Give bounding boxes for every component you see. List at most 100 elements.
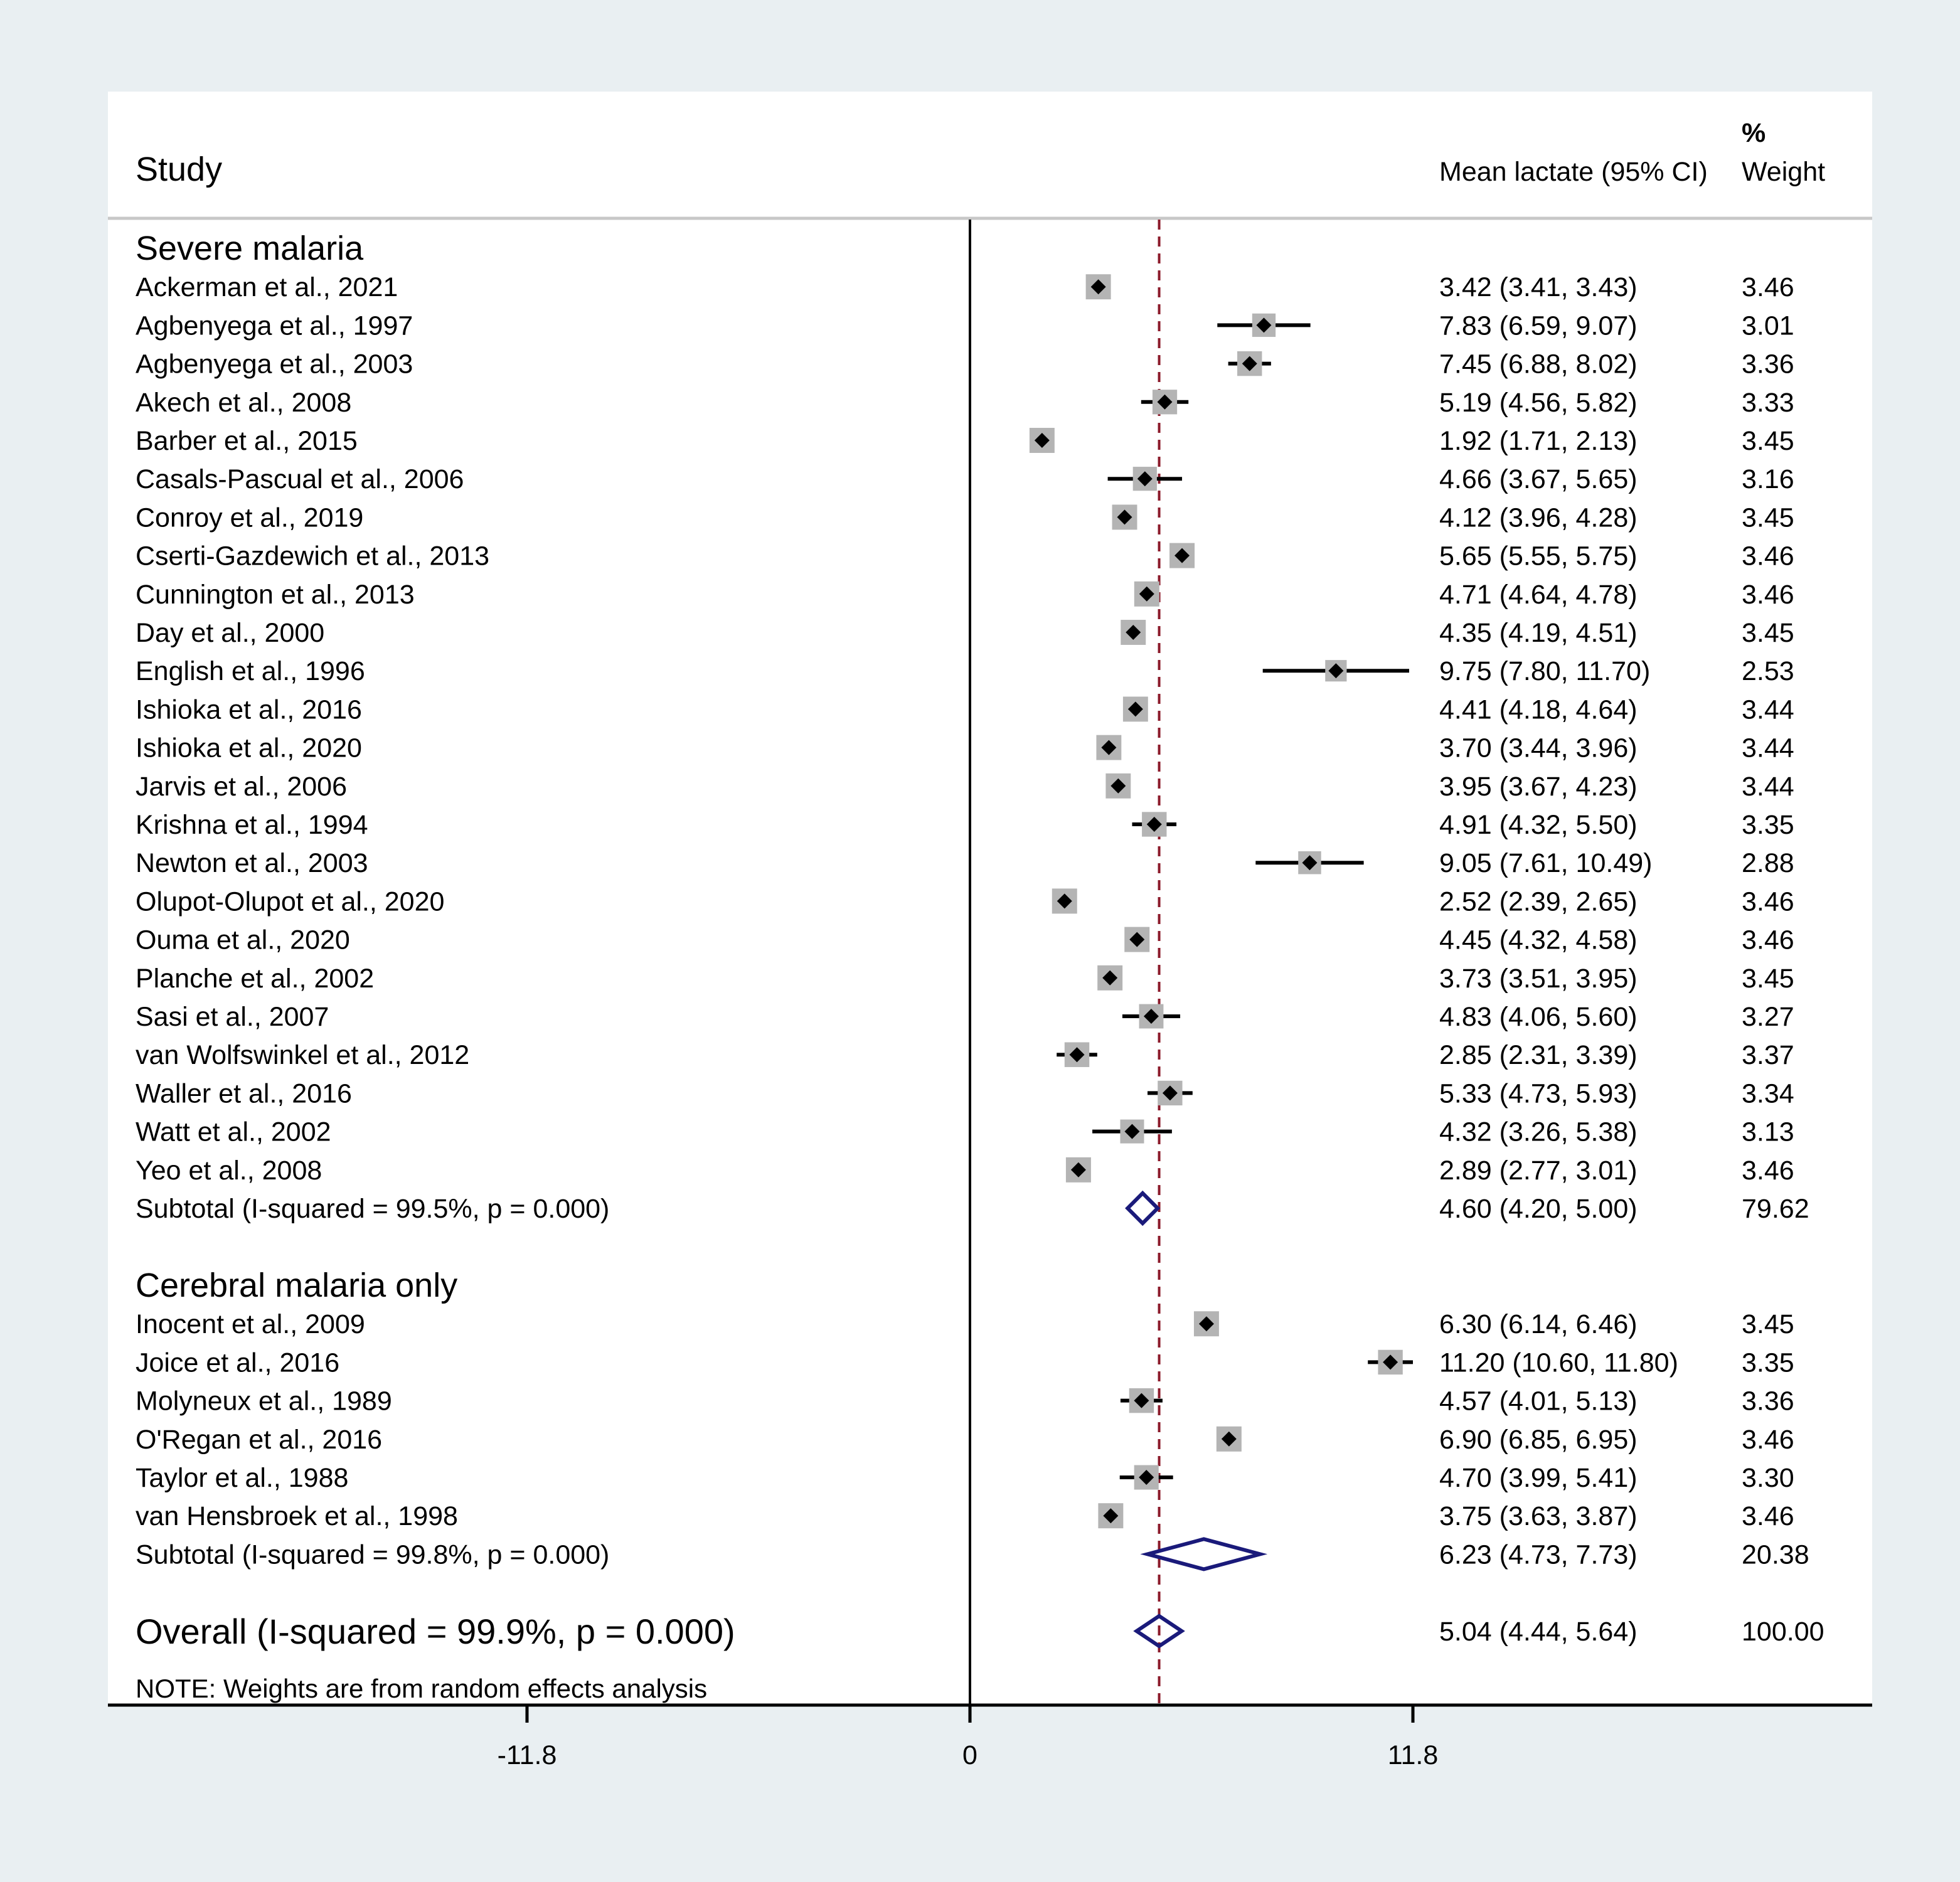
study-weight: 3.45	[1742, 964, 1794, 994]
point-estimate	[1127, 701, 1143, 717]
point-estimate	[1126, 625, 1141, 640]
x-axis-tick-label: 11.8	[1388, 1740, 1439, 1770]
study-label: Agbenyega et al., 2003	[136, 349, 413, 380]
study-weight: 3.35	[1742, 1348, 1794, 1378]
study-ci: 3.95 (3.67, 4.23)	[1439, 772, 1638, 802]
study-ci: 3.70 (3.44, 3.96)	[1439, 733, 1638, 763]
study-ci: 9.05 (7.61, 10.49)	[1439, 848, 1652, 878]
study-label: Ishioka et al., 2016	[136, 694, 362, 725]
point-estimate	[1256, 317, 1272, 333]
study-weight: 3.33	[1742, 388, 1794, 418]
study-ci: 11.20 (10.60, 11.80)	[1439, 1348, 1678, 1378]
point-estimate	[1117, 509, 1132, 525]
point-estimate	[1110, 778, 1126, 794]
study-ci: 7.83 (6.59, 9.07)	[1439, 311, 1638, 341]
group-heading: Cerebral malaria only	[136, 1267, 457, 1304]
study-weight: 3.45	[1742, 426, 1794, 456]
study-label: van Wolfswinkel et al., 2012	[136, 1040, 469, 1070]
x-axis-tick-label: 0	[962, 1740, 977, 1770]
point-estimate	[1090, 279, 1106, 295]
study-weight: 3.46	[1742, 886, 1794, 917]
study-label: Ishioka et al., 2020	[136, 733, 362, 763]
point-estimate	[1174, 548, 1190, 563]
study-label: Ackerman et al., 2021	[136, 272, 398, 302]
study-ci: 4.66 (3.67, 5.65)	[1439, 464, 1638, 494]
study-label: Conroy et al., 2019	[136, 502, 363, 533]
footnote: NOTE: Weights are from random effects an…	[136, 1674, 707, 1703]
study-label: Newton et al., 2003	[136, 848, 368, 878]
study-weight: 3.46	[1742, 925, 1794, 955]
overall-diamond	[1133, 1614, 1185, 1649]
study-ci: 4.57 (4.01, 5.13)	[1439, 1386, 1638, 1417]
study-ci: 3.42 (3.41, 3.43)	[1439, 272, 1638, 302]
study-weight: 3.46	[1742, 272, 1794, 302]
point-estimate	[1162, 1085, 1178, 1101]
study-weight: 3.16	[1742, 464, 1794, 494]
point-estimate	[1057, 893, 1072, 909]
x-axis-tick-label: -11.8	[498, 1740, 557, 1770]
study-label: O'Regan et al., 2016	[136, 1425, 382, 1455]
study-label: Watt et al., 2002	[136, 1117, 331, 1147]
point-estimate	[1139, 1470, 1154, 1485]
subtotal-ci: 4.60 (4.20, 5.00)	[1439, 1194, 1638, 1224]
study-weight: 3.30	[1742, 1463, 1794, 1493]
study-label: Cunnington et al., 2013	[136, 580, 415, 610]
study-ci: 6.30 (6.14, 6.46)	[1439, 1309, 1638, 1339]
study-label: Inocent et al., 2009	[136, 1309, 365, 1339]
point-estimate	[1103, 1508, 1119, 1524]
study-label: Ouma et al., 2020	[136, 925, 350, 955]
subtotal-ci: 6.23 (4.73, 7.73)	[1439, 1539, 1638, 1570]
subtotal-weight: 20.38	[1742, 1539, 1809, 1570]
study-label: Day et al., 2000	[136, 618, 324, 648]
study-label: Planche et al., 2002	[136, 964, 374, 994]
point-estimate	[1034, 433, 1050, 448]
subtotal-label: Subtotal (I-squared = 99.5%, p = 0.000)	[136, 1194, 609, 1224]
overall-ci: 5.04 (4.44, 5.64)	[1439, 1617, 1638, 1647]
study-weight: 3.34	[1742, 1078, 1794, 1108]
study-weight: 3.01	[1742, 311, 1794, 341]
header-weight: Weight	[1742, 157, 1825, 187]
study-ci: 9.75 (7.80, 11.70)	[1439, 656, 1650, 686]
study-ci: 7.45 (6.88, 8.02)	[1439, 349, 1638, 380]
study-weight: 2.53	[1742, 656, 1794, 686]
subtotal-diamond	[1140, 1537, 1268, 1571]
study-ci: 2.52 (2.39, 2.65)	[1439, 886, 1638, 917]
study-label: Yeo et al., 2008	[136, 1156, 322, 1186]
point-estimate	[1101, 740, 1117, 755]
group-heading: Severe malaria	[136, 230, 364, 267]
point-estimate	[1129, 932, 1145, 947]
study-weight: 3.36	[1742, 1386, 1794, 1417]
point-estimate	[1070, 1162, 1086, 1178]
study-ci: 2.89 (2.77, 3.01)	[1439, 1156, 1638, 1186]
study-ci: 4.91 (4.32, 5.50)	[1439, 810, 1638, 840]
study-ci: 4.71 (4.64, 4.78)	[1439, 580, 1638, 610]
study-label: English et al., 1996	[136, 656, 365, 686]
study-ci: 1.92 (1.71, 2.13)	[1439, 426, 1638, 456]
point-estimate	[1146, 817, 1162, 832]
point-estimate	[1124, 1124, 1140, 1139]
point-estimate	[1143, 1009, 1159, 1024]
point-estimate	[1134, 1393, 1149, 1408]
point-estimate	[1137, 471, 1153, 487]
subtotal-label: Subtotal (I-squared = 99.8%, p = 0.000)	[136, 1539, 609, 1570]
point-estimate	[1242, 356, 1257, 371]
study-ci: 5.33 (4.73, 5.93)	[1439, 1078, 1638, 1108]
study-weight: 3.44	[1742, 733, 1794, 763]
study-weight: 3.46	[1742, 1156, 1794, 1186]
header-study: Study	[136, 151, 222, 188]
study-weight: 3.46	[1742, 541, 1794, 572]
study-ci: 2.85 (2.31, 3.39)	[1439, 1040, 1638, 1070]
study-weight: 3.46	[1742, 580, 1794, 610]
study-label: Casals-Pascual et al., 2006	[136, 464, 464, 494]
study-label: Waller et al., 2016	[136, 1078, 352, 1108]
study-weight: 3.45	[1742, 502, 1794, 533]
study-weight: 3.13	[1742, 1117, 1794, 1147]
study-ci: 4.70 (3.99, 5.41)	[1439, 1463, 1638, 1493]
subtotal-weight: 79.62	[1742, 1194, 1809, 1224]
study-weight: 3.27	[1742, 1002, 1794, 1032]
study-ci: 6.90 (6.85, 6.95)	[1439, 1425, 1638, 1455]
study-ci: 4.12 (3.96, 4.28)	[1439, 502, 1638, 533]
study-label: Molyneux et al., 1989	[136, 1386, 392, 1417]
study-label: Krishna et al., 1994	[136, 810, 368, 840]
